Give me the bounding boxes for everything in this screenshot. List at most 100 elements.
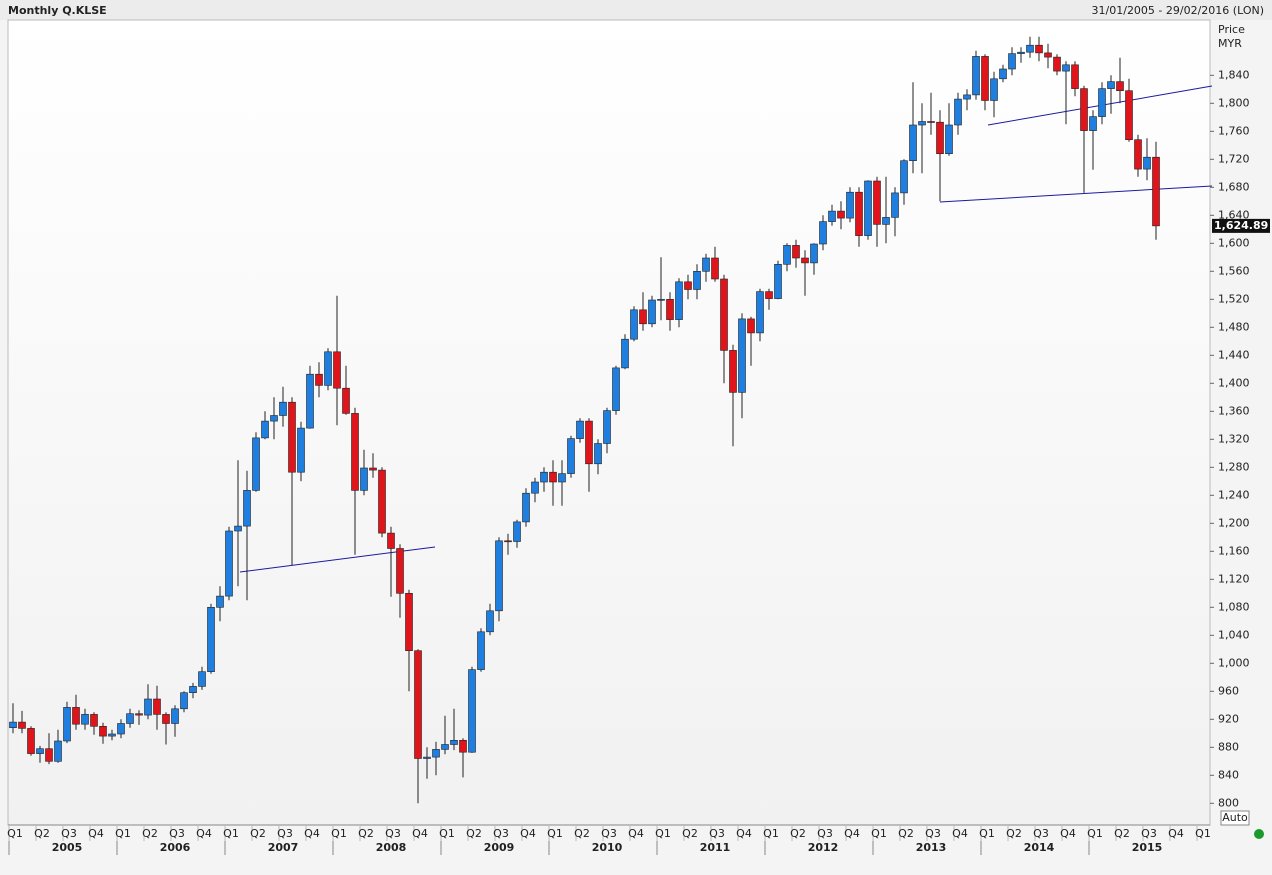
candle-body bbox=[945, 124, 953, 155]
candle-body bbox=[639, 309, 647, 325]
x-tick-label: Q1 bbox=[1195, 827, 1211, 840]
x-tick-label: Q3 bbox=[817, 827, 833, 840]
x-tick-label: Q2 bbox=[682, 827, 698, 840]
candle-body bbox=[54, 740, 62, 762]
x-tick-label: Q2 bbox=[358, 827, 374, 840]
y-tick-label: 1,840 bbox=[1218, 68, 1250, 81]
y-tick-label: 1,640 bbox=[1218, 208, 1250, 221]
x-tick-label: Q4 bbox=[196, 827, 212, 840]
x-tick-label: Q2 bbox=[790, 827, 806, 840]
candle-body bbox=[1107, 81, 1115, 89]
candle-body bbox=[513, 521, 521, 542]
x-tick-label: Q3 bbox=[601, 827, 617, 840]
x-tick-label: Q1 bbox=[1087, 827, 1103, 840]
y-tick-label: 1,200 bbox=[1218, 516, 1250, 529]
candle-body bbox=[702, 257, 710, 272]
candle-body bbox=[927, 121, 935, 123]
candle-body bbox=[882, 217, 890, 225]
y-tick-label: 1,400 bbox=[1218, 376, 1250, 389]
candle-body bbox=[252, 437, 260, 491]
candle-body bbox=[594, 443, 602, 465]
scale-mode-box[interactable] bbox=[1220, 810, 1250, 826]
candle-body bbox=[387, 532, 395, 549]
candle-body bbox=[846, 191, 854, 219]
x-tick-label: Q2 bbox=[466, 827, 482, 840]
y-tick-label: 1,000 bbox=[1218, 656, 1250, 669]
candle-body bbox=[630, 309, 638, 340]
candle-body bbox=[441, 744, 449, 750]
candle-body bbox=[270, 415, 278, 422]
y-tick-label: 1,240 bbox=[1218, 488, 1250, 501]
status-dot bbox=[1254, 829, 1264, 839]
candle-body bbox=[261, 420, 269, 439]
candle-body bbox=[981, 56, 989, 101]
candle-body bbox=[576, 420, 584, 439]
candle-body bbox=[45, 748, 53, 762]
candle-body bbox=[459, 739, 467, 753]
year-label: 2006 bbox=[160, 841, 191, 854]
x-tick-label: Q2 bbox=[142, 827, 158, 840]
x-tick-label: Q3 bbox=[169, 827, 185, 840]
x-tick-label: Q4 bbox=[412, 827, 428, 840]
candle-body bbox=[99, 725, 107, 737]
y-tick-label: 1,800 bbox=[1218, 96, 1250, 109]
y-tick-label: 1,520 bbox=[1218, 292, 1250, 305]
candle-body bbox=[198, 671, 206, 687]
candle-body bbox=[648, 299, 656, 325]
candle-body bbox=[396, 548, 404, 594]
candle-body bbox=[18, 721, 26, 729]
candle-body bbox=[567, 438, 575, 474]
candle-body bbox=[207, 606, 215, 672]
candle-body bbox=[864, 180, 872, 236]
candle-body bbox=[306, 373, 314, 429]
candle-body bbox=[1008, 53, 1016, 70]
candle-body bbox=[612, 367, 620, 411]
candle-body bbox=[279, 401, 287, 416]
x-tick-label: Q3 bbox=[493, 827, 509, 840]
year-label: 2014 bbox=[1024, 841, 1055, 854]
y-axis-unit: MYR bbox=[1218, 37, 1242, 50]
scale-mode[interactable]: Auto bbox=[1222, 811, 1248, 824]
candle-body bbox=[162, 714, 170, 724]
candle-body bbox=[297, 427, 305, 473]
x-tick-label: Q2 bbox=[1114, 827, 1130, 840]
candle-body bbox=[1134, 139, 1142, 170]
candle-body bbox=[1152, 156, 1160, 227]
x-tick-label: Q4 bbox=[520, 827, 536, 840]
x-tick-label: Q4 bbox=[952, 827, 968, 840]
year-label: 2007 bbox=[268, 841, 299, 854]
candle-body bbox=[234, 525, 242, 532]
y-tick-label: 960 bbox=[1218, 684, 1239, 697]
candle-body bbox=[837, 210, 845, 219]
candle-body bbox=[288, 401, 296, 473]
candle-body bbox=[963, 94, 971, 100]
x-tick-label: Q1 bbox=[871, 827, 887, 840]
candle-body bbox=[117, 723, 125, 735]
candle-body bbox=[1125, 90, 1133, 140]
candle-body bbox=[360, 467, 368, 491]
year-label: 2011 bbox=[700, 841, 731, 854]
candle-body bbox=[819, 221, 827, 245]
candle-body bbox=[1053, 56, 1061, 72]
candle-body bbox=[909, 124, 917, 162]
candle-body bbox=[126, 713, 134, 724]
candle-body bbox=[1116, 81, 1124, 91]
x-tick-label: Q3 bbox=[709, 827, 725, 840]
year-label: 2010 bbox=[592, 841, 623, 854]
candle-body bbox=[1017, 51, 1025, 54]
candle-body bbox=[135, 713, 143, 716]
candle-body bbox=[315, 373, 323, 386]
candle-body bbox=[153, 698, 161, 715]
candle-body bbox=[747, 318, 755, 334]
chart-title: Monthly Q.KLSE bbox=[8, 4, 107, 17]
candle-body bbox=[342, 387, 350, 414]
candle-body bbox=[522, 492, 530, 523]
y-tick-label: 1,720 bbox=[1218, 152, 1250, 165]
candle-body bbox=[774, 263, 782, 299]
candle-body bbox=[828, 210, 836, 222]
y-tick-label: 1,160 bbox=[1218, 544, 1250, 557]
y-tick-label: 920 bbox=[1218, 712, 1239, 725]
candle-body bbox=[81, 714, 89, 725]
candle-body bbox=[990, 78, 998, 101]
candle-body bbox=[333, 351, 341, 389]
